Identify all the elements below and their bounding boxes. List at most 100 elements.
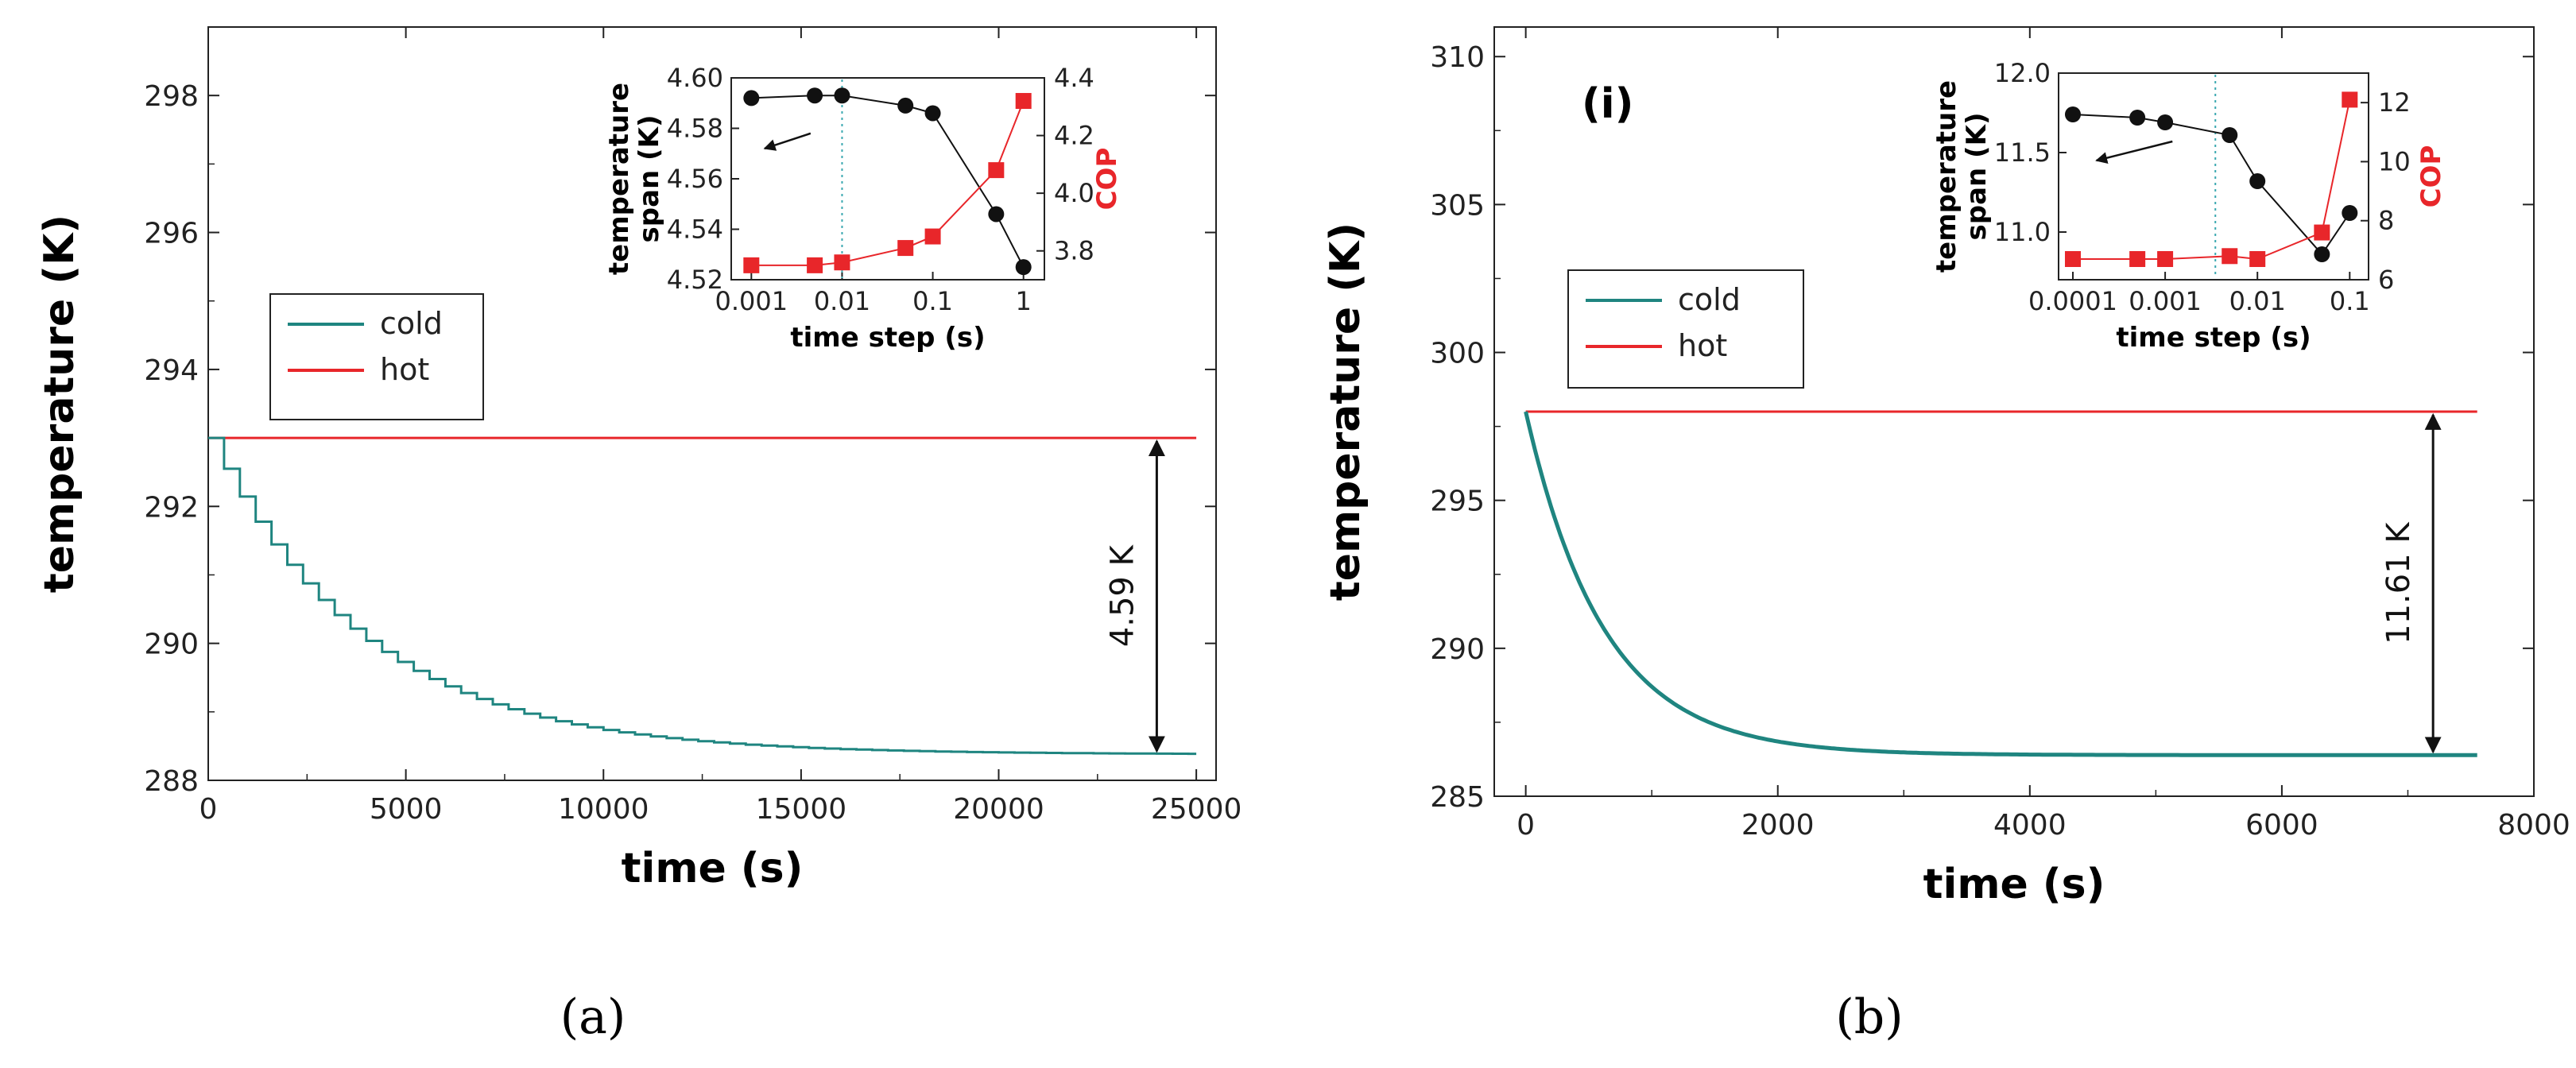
plot-frame (207, 26, 1217, 781)
x-tick-label: 15000 (756, 793, 847, 826)
inset-point-span (834, 87, 850, 104)
inset-x-tick-label: 0.001 (2129, 286, 2202, 316)
y-tick-label: 294 (144, 354, 199, 387)
span-label: 11.61 K (2380, 521, 2417, 644)
inset-point-cop (2157, 251, 2174, 267)
x-tick-label: 2000 (1741, 809, 1815, 842)
inset-x-tick-label: 0.1 (912, 286, 953, 316)
panel-a: 0 5000 10000 15000 20000 25000 288 290 292 294 296… (36, 26, 1242, 1045)
inset-point-cop (924, 228, 941, 245)
inset-yl-tick-label: 4.56 (667, 164, 723, 194)
inset-x-tick-label: 1 (1016, 286, 1032, 316)
legend-label-hot: hot (1678, 328, 1727, 363)
x-axis-label: time (s) (622, 845, 804, 892)
inset-point-span (2222, 127, 2238, 143)
inset-point-cop (2249, 251, 2266, 267)
inset-yr-tick-label: 8 (2378, 206, 2394, 236)
inset-point-span (897, 97, 914, 114)
x-tick-label: 25000 (1151, 793, 1242, 826)
inset-yl-tick-label: 11.5 (1994, 137, 2051, 168)
inset-point-cop (807, 257, 823, 273)
x-tick-label: 0 (199, 793, 218, 826)
inset-yl-tick-label: 4.54 (667, 215, 723, 245)
inset-yr-tick-label: 4.0 (1054, 178, 1094, 208)
inset-yl-tick-label: 4.52 (667, 265, 723, 295)
panel-tag: (i) (1582, 80, 1633, 128)
inset-x-tick-label: 0.0001 (2028, 286, 2117, 316)
inset-point-span (2314, 246, 2330, 262)
inset-point-cop (743, 257, 760, 273)
plot-frame (1493, 26, 2535, 797)
inset-yr-tick-label: 12 (2378, 87, 2411, 118)
inset-point-span (743, 90, 760, 106)
panel-b: 0 2000 4000 6000 8000 285 290 295 300 305 310 time … (1322, 26, 2570, 1045)
legend-label-cold: cold (1678, 282, 1741, 317)
y-axis-label: temperature (K) (1322, 222, 1369, 601)
inset-point-span (807, 87, 823, 104)
y-tick-label: 298 (144, 80, 199, 113)
y-tick-label: 292 (144, 491, 199, 524)
y-tick-label: 296 (144, 218, 199, 250)
inset-point-span (2129, 110, 2146, 126)
inset-point-span (2157, 114, 2174, 130)
inset-x-tick-label: 0.001 (715, 286, 788, 316)
y-tick-label: 290 (144, 629, 199, 661)
inset-point-span (2342, 205, 2358, 221)
inset-x-tick-label: 0.1 (2330, 286, 2370, 316)
inset-yl-tick-label: 12.0 (1994, 58, 2051, 88)
series-cold-line (208, 436, 1197, 756)
span-label: 4.59 K (1104, 544, 1141, 647)
inset-x-tick-label: 0.01 (814, 286, 870, 316)
inset-point-cop (897, 240, 914, 257)
x-tick-label: 5000 (370, 793, 443, 826)
inset-yl-tick-label: 11.0 (1994, 217, 2051, 247)
y-tick-label: 310 (1430, 41, 1485, 74)
x-tick-label: 4000 (1993, 809, 2067, 842)
inset-x-tick-label: 0.01 (2229, 286, 2286, 316)
inset-frame (730, 77, 1045, 281)
legend-box (269, 293, 484, 420)
inset-point-span (924, 105, 941, 122)
y-tick-label: 300 (1430, 338, 1485, 370)
inset-yl-tick-label: 4.58 (667, 114, 723, 144)
inset-point-cop (2314, 224, 2330, 241)
inset-point-span (2064, 106, 2081, 122)
inset-frame (2058, 72, 2369, 281)
inset-y-left-label: temperaturespan (K) (1931, 80, 1993, 273)
x-tick-label: 20000 (953, 793, 1044, 826)
y-tick-label: 305 (1430, 189, 1485, 222)
inset-point-cop (988, 162, 1005, 179)
inset-x-axis-label: time step (s) (790, 322, 985, 354)
inset-arrow (2095, 140, 2173, 164)
x-tick-label: 8000 (2497, 809, 2570, 842)
inset-y-right-label: COP (1091, 148, 1123, 211)
inset-yr-tick-label: 10 (2378, 146, 2411, 176)
inset-point-span (2249, 173, 2266, 189)
inset-yl-tick-label: 4.60 (667, 63, 723, 93)
legend-label-hot: hot (380, 352, 429, 387)
legend-box (1567, 269, 1804, 389)
inset-point-cop (2342, 91, 2358, 108)
inset-point-span (988, 206, 1005, 222)
inset-arrow (763, 132, 812, 151)
legend-label-cold: cold (380, 306, 443, 341)
x-tick-label: 10000 (558, 793, 649, 826)
inset-point-cop (834, 254, 850, 271)
y-tick-label: 290 (1430, 633, 1485, 666)
inset-y-left-label: temperaturespan (K) (603, 83, 665, 275)
inset-point-span (1015, 259, 1032, 276)
y-tick-label: 288 (144, 765, 199, 798)
inset-yr-tick-label: 3.8 (1054, 236, 1094, 266)
y-axis-label: temperature (K) (36, 215, 83, 593)
y-tick-label: 295 (1430, 486, 1485, 518)
x-tick-label: 0 (1517, 809, 1535, 842)
series-cold-line (1524, 411, 2477, 757)
x-tick-label: 6000 (2245, 809, 2318, 842)
panel-caption: (b) (1835, 989, 1903, 1045)
inset-yr-tick-label: 4.4 (1054, 63, 1094, 93)
inset-y-right-label: COP (2415, 145, 2447, 208)
inset-point-cop (2129, 251, 2146, 267)
panel-caption: (a) (560, 989, 626, 1045)
inset-x-axis-label: time step (s) (2116, 322, 2311, 354)
